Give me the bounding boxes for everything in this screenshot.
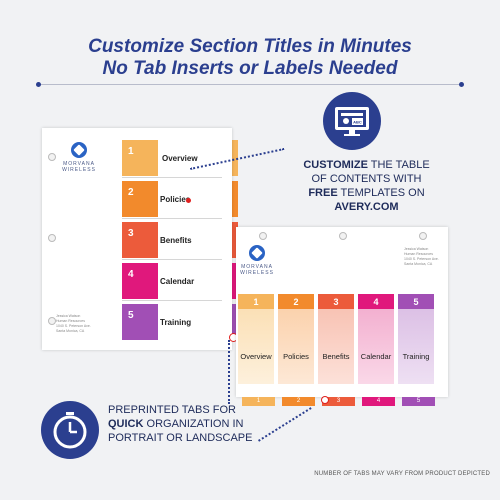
column-title-5: Training — [402, 352, 430, 361]
row-number-1: 1 — [122, 140, 158, 176]
column-5 — [398, 294, 434, 384]
headline-line-1: Customize Section Titles in Minutes — [88, 36, 412, 57]
column-title-3: Benefits — [322, 352, 350, 361]
svg-text:ABC: ABC — [353, 120, 362, 125]
morvana-logo-icon — [71, 142, 87, 158]
headline-line-2: No Tab Inserts or Labels Needed — [102, 58, 398, 79]
side-tab-1 — [230, 140, 238, 176]
column-title-1: Overview — [240, 352, 272, 361]
row-title-5: Training — [160, 318, 192, 327]
row-title-1: Overview — [162, 154, 198, 163]
column-title-4: Calendar — [360, 352, 392, 361]
column-number-3: 3 — [333, 297, 339, 307]
customize-callout: CUSTOMIZE THE TABLE OF CONTENTS WITH FRE… — [303, 159, 430, 213]
column-3 — [318, 294, 354, 384]
column-4 — [358, 294, 394, 384]
marker-dot-policies — [186, 198, 191, 203]
connector-tabs-vertical — [228, 340, 230, 404]
portrait-divider-page: MORVANA WIRELESS 1 Overview 2 Policies 3… — [42, 128, 240, 350]
column-2 — [278, 294, 314, 384]
brand-sub: WIRELESS — [62, 167, 96, 173]
column-number-5: 5 — [413, 297, 419, 307]
column-number-2: 2 — [293, 297, 299, 307]
brand-sub-landscape: WIRELESS — [240, 270, 274, 276]
header-divider — [36, 82, 464, 87]
portrait-address: Jessica Watson Human Resources 1040 S. P… — [56, 314, 91, 333]
bottom-tab-3: 3 — [322, 397, 355, 406]
side-tab-3 — [230, 222, 238, 258]
row-number-5: 5 — [122, 304, 158, 340]
tabs-callout: PREPRINTED TABS FOR QUICK ORGANIZATION I… — [108, 404, 253, 444]
side-tab-2 — [230, 181, 238, 217]
footnote: NUMBER OF TABS MAY VARY FROM PRODUCT DEP… — [314, 471, 490, 477]
row-title-3: Benefits — [160, 236, 192, 245]
row-number-2: 2 — [122, 181, 158, 217]
bottom-tab-4: 4 — [362, 397, 395, 406]
column-number-4: 4 — [373, 297, 379, 307]
morvana-logo-icon-landscape — [249, 245, 265, 261]
column-1 — [238, 294, 274, 384]
bottom-tab-2: 2 — [282, 397, 315, 406]
bottom-tab-5: 5 — [402, 397, 435, 406]
row-number-4: 4 — [122, 263, 158, 299]
computer-monitor-icon: ABC — [323, 92, 381, 150]
side-tab-4 — [230, 263, 238, 299]
brand-name: MORVANA — [63, 161, 95, 167]
row-title-2: Policies — [160, 195, 191, 204]
marker-ring-bottom-tab — [321, 396, 329, 404]
column-number-1: 1 — [253, 297, 259, 307]
brand-name-landscape: MORVANA — [241, 264, 273, 270]
bottom-tab-1: 1 — [242, 397, 275, 406]
stopwatch-icon — [41, 401, 99, 459]
landscape-address: Jessica Watson Human Resources 1040 S. P… — [404, 247, 439, 266]
row-number-3: 3 — [122, 222, 158, 258]
landscape-divider-page: MORVANA WIRELESS Jessica Watson Human Re… — [236, 227, 448, 409]
side-tab-5 — [230, 304, 238, 340]
column-title-2: Policies — [283, 352, 309, 361]
row-title-4: Calendar — [160, 277, 195, 286]
